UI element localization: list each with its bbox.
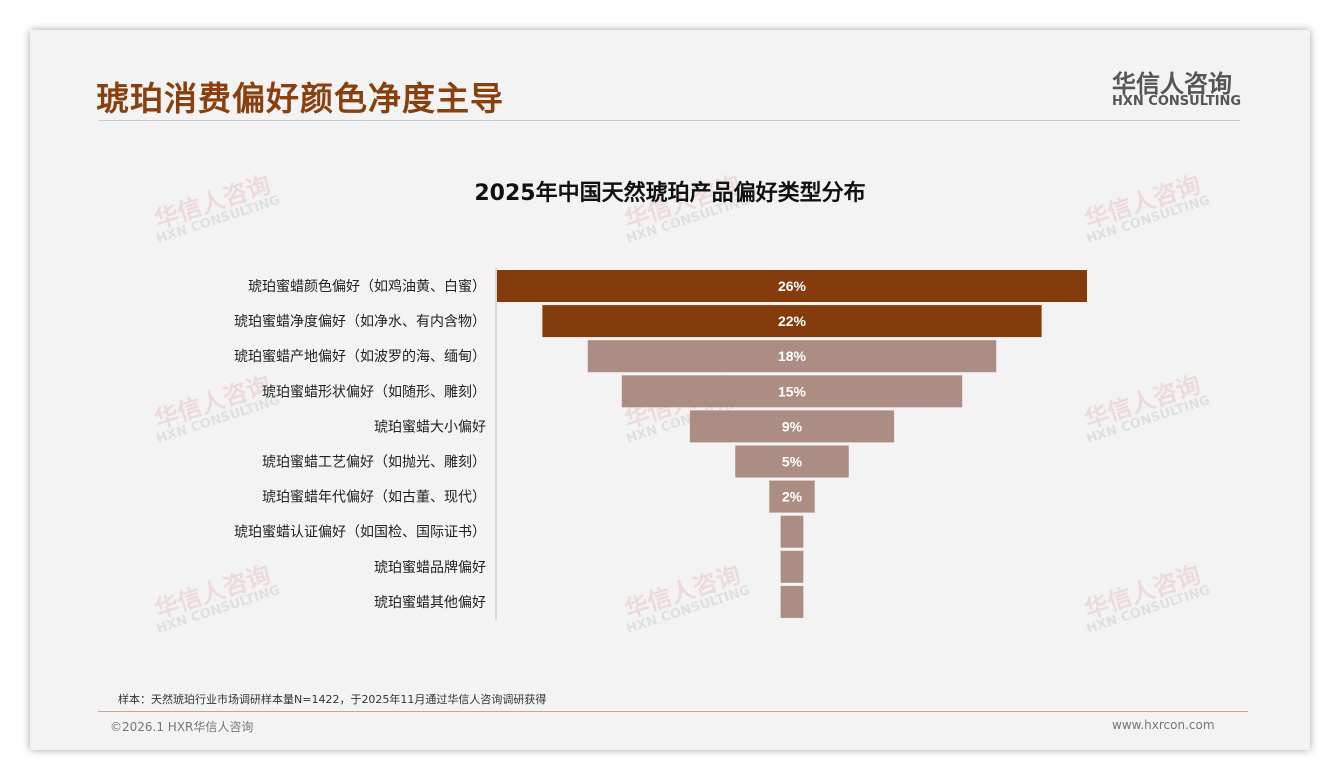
category-label: 琥珀蜜蜡形状偏好（如随形、雕刻） (262, 384, 486, 400)
website-url: www.hxrcon.com (1112, 718, 1215, 732)
category-label: 琥珀蜜蜡颜色偏好（如鸡油黄、白蜜） (248, 278, 486, 295)
category-label: 琥珀蜜蜡品牌偏好 (374, 559, 486, 576)
category-label: 琥珀蜜蜡净度偏好（如净水、有内含物） (234, 314, 486, 330)
bar (735, 445, 849, 478)
category-label: 琥珀蜜蜡工艺偏好（如抛光、雕刻） (262, 455, 486, 471)
category-label: 琥珀蜜蜡认证偏好（如国检、国际证书） (234, 525, 486, 541)
category-label: 琥珀蜜蜡年代偏好（如古董、现代） (262, 490, 486, 506)
bar (769, 480, 815, 513)
page-title: 琥珀消费偏好颜色净度主导 (96, 79, 504, 118)
data-label: 15% (778, 383, 807, 399)
data-label: 18% (778, 348, 807, 364)
data-label: 2% (782, 489, 803, 505)
bar (542, 305, 1042, 338)
category-label: 琥珀蜜蜡大小偏好 (374, 419, 486, 435)
chart-title: 2025年中国天然琥珀产品偏好类型分布 (474, 181, 866, 206)
sample-note: 样本：天然琥珀行业市场调研样本量N=1422，于2025年11月通过华信人咨询调… (118, 693, 547, 706)
category-label: 琥珀蜜蜡产地偏好（如波罗的海、缅甸） (234, 349, 486, 365)
bar (621, 375, 963, 408)
footer-divider (98, 711, 1248, 712)
title-divider (98, 120, 1240, 121)
bar (780, 550, 804, 583)
logo: 华信人咨询 (1112, 64, 1232, 99)
data-label: 26% (778, 278, 807, 294)
logo-text: 华信人咨询 (1112, 70, 1232, 98)
data-label: 22% (778, 313, 807, 329)
data-label: 9% (782, 418, 803, 434)
bar (689, 410, 895, 443)
copyright: ©2026.1 HXR华信人咨询 (110, 720, 254, 734)
data-label: 5% (782, 454, 803, 470)
bar (587, 340, 997, 373)
slide: 琥珀消费偏好颜色净度主导 华信人咨询 HXN CONSULTING 华信人咨询 H… (30, 30, 1310, 750)
logo-subtitle: HXN CONSULTING (1112, 94, 1242, 109)
bar (780, 515, 804, 548)
bar (780, 585, 804, 618)
funnel-chart: 琥珀蜜蜡颜色偏好（如鸡油黄、白蜜） 26% 琥珀蜜蜡净度偏好（如净水、有内含物） 22… (234, 268, 1087, 620)
bar (497, 270, 1087, 302)
category-label: 琥珀蜜蜡其他偏好 (374, 595, 486, 611)
